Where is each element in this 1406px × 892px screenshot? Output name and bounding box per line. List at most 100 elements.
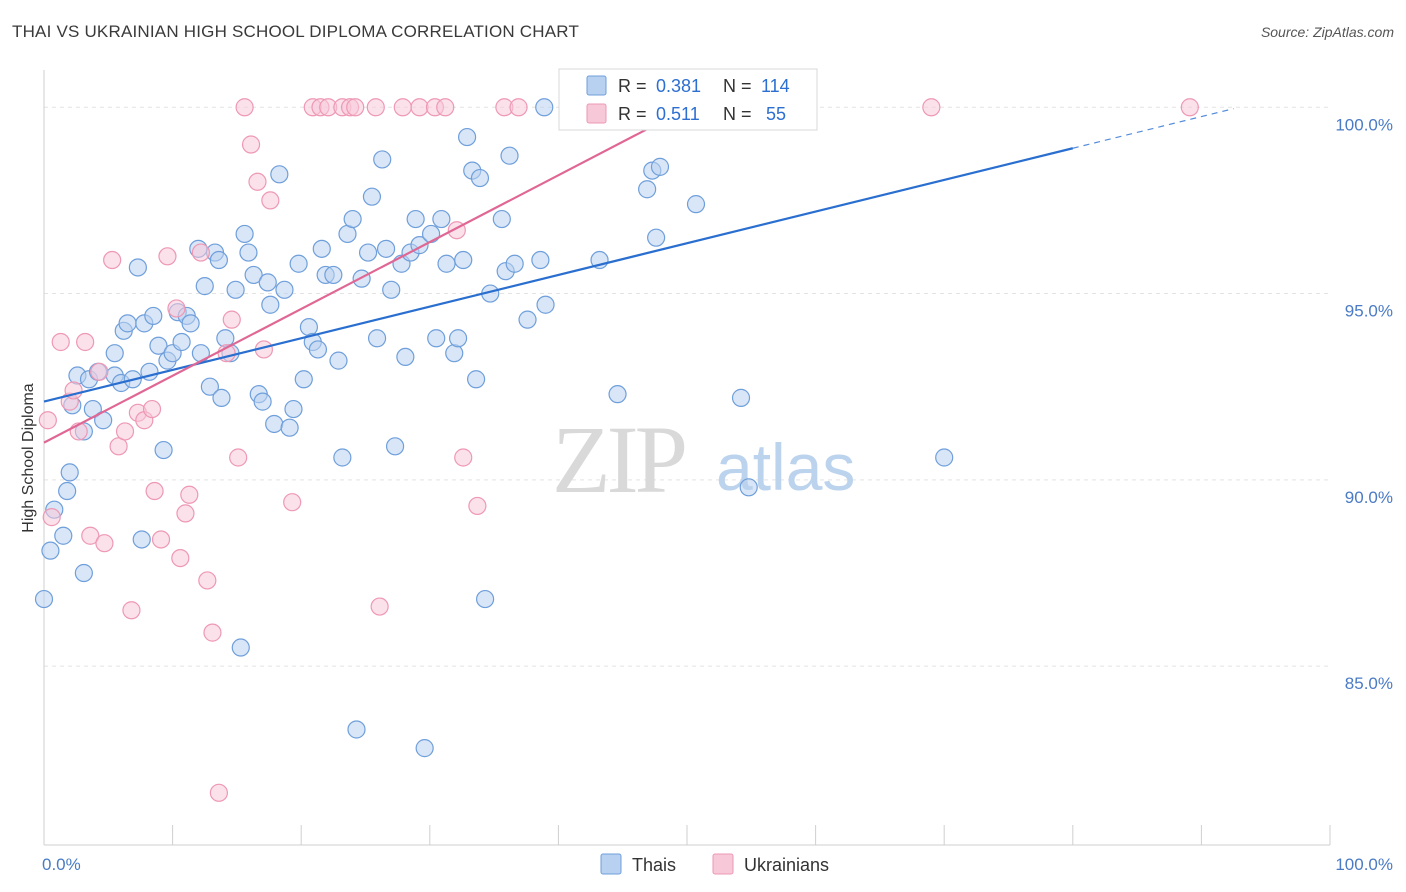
- thais-point: [54, 526, 73, 545]
- thais-point: [308, 340, 328, 359]
- thais-point: [457, 127, 477, 147]
- y-tick-label: 85.0%: [1345, 674, 1393, 693]
- y-axis-title: High School Diploma: [20, 383, 37, 533]
- thais-trend-extension: [1072, 108, 1234, 149]
- thais-point: [475, 589, 495, 609]
- stats-legend-box: R = 0.381 N = 114 R = 0.511 N = 55: [558, 68, 818, 131]
- thais-point: [118, 314, 137, 333]
- y-tick-label: 100.0%: [1335, 115, 1393, 134]
- thais-point: [445, 344, 464, 363]
- thais-point: [294, 370, 313, 389]
- thais-point: [41, 541, 60, 560]
- thais-point: [200, 377, 219, 396]
- legend-label-thais: Thais: [632, 855, 676, 875]
- thais-point: [531, 250, 550, 270]
- ukrainians-point: [468, 496, 487, 516]
- ukrainians-point: [167, 299, 186, 318]
- thais-point: [343, 209, 362, 229]
- y-tick-label: 95.0%: [1345, 302, 1393, 321]
- stats-swatch-thais: [586, 75, 607, 96]
- thais-point: [60, 463, 79, 482]
- ukrainians-point: [180, 485, 199, 504]
- ukrainians-point: [283, 493, 302, 512]
- ukrainians-point: [509, 98, 528, 117]
- ukrainians-point: [393, 98, 412, 117]
- thais-point: [34, 589, 54, 609]
- watermark-atlas: atlas: [716, 430, 855, 504]
- ukrainians-point: [95, 534, 114, 553]
- ukrainians-point: [38, 411, 57, 430]
- thais-point: [415, 739, 434, 758]
- thais-point: [333, 448, 352, 467]
- thais-point: [212, 388, 231, 407]
- thais-point: [154, 440, 173, 460]
- ukrainians-point: [209, 783, 228, 802]
- thais-point: [650, 157, 670, 176]
- bottom-legend: Thais Ukrainians: [600, 853, 829, 875]
- watermark-zip: ZIP: [552, 406, 685, 513]
- thais-point: [144, 306, 163, 326]
- thais-point: [396, 347, 415, 366]
- thais-point: [454, 250, 473, 270]
- stats-thais-r-label: R =: [618, 76, 647, 96]
- thais-point: [448, 329, 468, 348]
- thais-point: [239, 243, 258, 262]
- thais-point: [608, 385, 627, 404]
- legend-swatch-ukrainians: [712, 853, 734, 875]
- thais-point: [935, 448, 954, 467]
- ukrainians-point: [248, 172, 267, 191]
- thais-point: [275, 280, 294, 299]
- ukrainians-point: [454, 448, 473, 467]
- stats-swatch-ukrainians: [586, 103, 607, 124]
- ukrainians-point: [145, 481, 164, 501]
- thais-point: [731, 388, 751, 407]
- stats-thais-n-label: N =: [723, 76, 752, 96]
- chart-title: THAI VS UKRAINIAN HIGH SCHOOL DIPLOMA CO…: [12, 22, 580, 41]
- thais-point: [518, 310, 537, 329]
- ukrainians-point: [42, 508, 61, 527]
- thais-point: [376, 239, 396, 258]
- ukrainians-point: [142, 399, 162, 419]
- ukrainians-point: [151, 530, 171, 549]
- watermark: ZIP atlas: [552, 406, 855, 513]
- ukrainians-point: [158, 247, 177, 266]
- y-tick-label: 90.0%: [1345, 488, 1393, 507]
- ukrainians-point: [51, 332, 70, 352]
- ukrainians-point: [346, 98, 365, 117]
- thais-point: [367, 329, 387, 348]
- thais-point: [329, 351, 348, 370]
- thais-point: [181, 314, 200, 333]
- thais-point: [261, 295, 280, 314]
- ukrainians-point: [229, 448, 248, 467]
- stats-ukrainians-r-value: 0.511: [656, 104, 700, 124]
- thais-point: [686, 195, 706, 214]
- stats-ukrainians-n-label: N =: [723, 104, 752, 124]
- ukrainians-point: [198, 571, 217, 590]
- thais-point: [280, 418, 299, 437]
- thais-trend-line: [43, 147, 1074, 403]
- thais-point: [739, 478, 758, 497]
- stats-thais-r-value: 0.381: [656, 76, 701, 96]
- thais-point: [258, 273, 277, 292]
- ukrainians-point: [103, 250, 122, 270]
- thais-point: [466, 370, 486, 389]
- thais-point: [505, 254, 524, 273]
- ukrainians-point: [436, 98, 455, 117]
- thais-point: [535, 98, 554, 117]
- x-tick-labels: 0.0% 100.0%: [42, 855, 1393, 874]
- thais-point: [172, 332, 191, 352]
- thais-point: [437, 254, 456, 273]
- ukrainians-point: [81, 526, 100, 545]
- series-thais-points: [34, 98, 954, 758]
- thais-point: [373, 150, 392, 169]
- thais-point: [235, 224, 254, 244]
- thais-point: [226, 280, 245, 299]
- thais-point: [358, 243, 378, 262]
- stats-ukrainians-r-label: R =: [618, 104, 647, 124]
- ukrainians-point: [370, 597, 389, 616]
- ukrainians-point: [171, 549, 190, 568]
- ukrainians-point: [261, 191, 280, 210]
- thais-point: [74, 563, 93, 583]
- thais-point: [231, 638, 250, 657]
- thais-point: [385, 437, 405, 456]
